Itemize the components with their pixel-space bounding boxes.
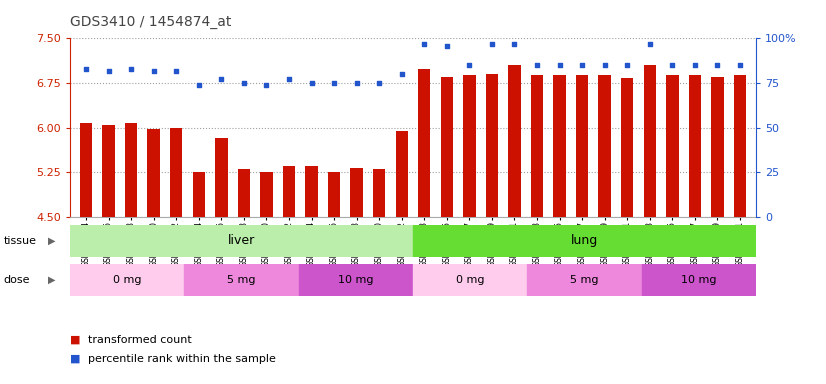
Point [620, 62, 634, 68]
Text: 0 mg: 0 mg [456, 275, 484, 285]
Bar [328, 172, 340, 217]
Point [486, 41, 499, 47]
Bar [642, 264, 756, 296]
Point [169, 68, 183, 74]
Point [576, 62, 589, 68]
Point [598, 62, 611, 68]
Bar [576, 75, 588, 217]
Point [508, 41, 521, 47]
Point [373, 80, 386, 86]
Text: transformed count: transformed count [88, 335, 192, 345]
Point [418, 41, 431, 47]
Text: liver: liver [228, 235, 255, 247]
Bar [350, 167, 363, 217]
Bar [621, 78, 634, 217]
Bar [148, 129, 160, 217]
Text: percentile rank within the sample: percentile rank within the sample [88, 354, 276, 364]
Text: ■: ■ [70, 354, 84, 364]
Text: 10 mg: 10 mg [681, 275, 716, 285]
Text: 0 mg: 0 mg [113, 275, 141, 285]
Bar [282, 166, 295, 217]
Bar [413, 225, 756, 257]
Point [666, 62, 679, 68]
Point [327, 80, 340, 86]
Text: ▶: ▶ [48, 275, 55, 285]
Point [215, 76, 228, 83]
Text: ■: ■ [70, 335, 84, 345]
Bar [643, 65, 656, 217]
Point [643, 41, 657, 47]
Point [237, 80, 250, 86]
Bar [413, 264, 527, 296]
Bar [440, 77, 453, 217]
Bar [527, 264, 642, 296]
Bar [306, 166, 318, 217]
Bar [396, 131, 408, 217]
Bar [599, 75, 611, 217]
Bar [666, 75, 678, 217]
Bar [102, 125, 115, 217]
Text: ▶: ▶ [48, 236, 55, 246]
Text: dose: dose [3, 275, 30, 285]
Bar [733, 75, 746, 217]
Text: lung: lung [571, 235, 598, 247]
Bar [373, 169, 386, 217]
Bar [238, 169, 250, 217]
Bar [192, 172, 205, 217]
Text: 10 mg: 10 mg [338, 275, 373, 285]
Bar [80, 123, 93, 217]
Bar [299, 264, 413, 296]
Point [395, 71, 408, 77]
Point [688, 62, 701, 68]
Point [530, 62, 544, 68]
Text: tissue: tissue [3, 236, 36, 246]
Bar [70, 264, 184, 296]
Bar [125, 123, 137, 217]
Point [463, 62, 476, 68]
Bar [508, 65, 520, 217]
Bar [531, 75, 544, 217]
Point [192, 82, 206, 88]
Point [350, 80, 363, 86]
Point [553, 62, 566, 68]
Point [79, 66, 93, 72]
Text: 5 mg: 5 mg [570, 275, 599, 285]
Point [260, 82, 273, 88]
Bar [170, 128, 183, 217]
Bar [711, 77, 724, 217]
Bar [260, 172, 273, 217]
Point [733, 62, 747, 68]
Point [305, 80, 318, 86]
Bar [463, 75, 476, 217]
Text: 5 mg: 5 mg [227, 275, 256, 285]
Bar [553, 75, 566, 217]
Point [125, 66, 138, 72]
Bar [184, 264, 299, 296]
Point [147, 68, 160, 74]
Bar [486, 74, 498, 217]
Point [282, 76, 296, 83]
Point [711, 62, 724, 68]
Point [102, 68, 115, 74]
Text: GDS3410 / 1454874_at: GDS3410 / 1454874_at [70, 15, 231, 29]
Bar [418, 70, 430, 217]
Bar [70, 225, 413, 257]
Bar [215, 138, 227, 217]
Point [440, 43, 453, 49]
Bar [689, 75, 701, 217]
